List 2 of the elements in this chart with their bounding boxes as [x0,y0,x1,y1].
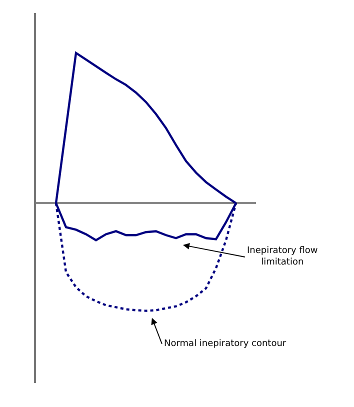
annotation: Inepiratory flow limitation [247,246,318,268]
text: Normal inepiratory contour [164,339,286,349]
